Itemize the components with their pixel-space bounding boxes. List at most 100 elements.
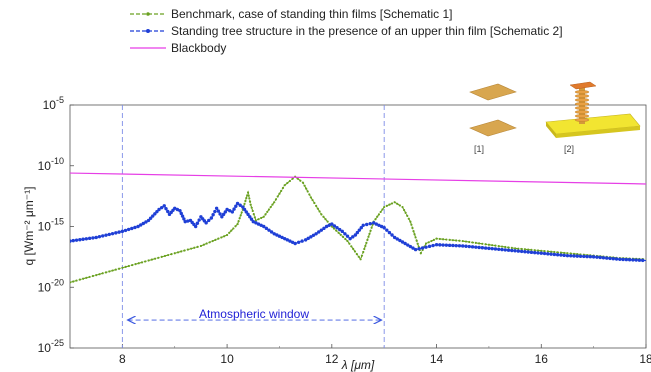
data-point-benchmark	[273, 201, 276, 204]
data-point-tree	[267, 228, 271, 232]
data-point-tree	[361, 223, 365, 227]
data-point-benchmark	[305, 187, 308, 190]
data-point-benchmark	[111, 269, 114, 272]
data-point-tree	[585, 254, 589, 259]
data-point-benchmark	[468, 240, 471, 244]
data-point-benchmark	[95, 274, 98, 277]
data-point-benchmark	[332, 227, 336, 230]
data-point-tree	[431, 243, 435, 248]
data-point-benchmark	[411, 226, 414, 230]
data-point-benchmark	[546, 250, 549, 253]
data-point-benchmark	[353, 250, 357, 253]
data-point-benchmark	[416, 242, 419, 245]
data-point-tree	[277, 234, 282, 238]
x-tick-label: 10	[220, 352, 234, 366]
data-point-tree	[285, 238, 290, 242]
data-point-benchmark	[402, 208, 406, 212]
data-point-benchmark	[72, 280, 75, 283]
data-point-tree	[513, 249, 517, 253]
data-point-benchmark	[412, 230, 415, 233]
data-point-tree	[441, 243, 445, 247]
data-point-benchmark	[246, 191, 250, 194]
data-point-tree	[403, 241, 407, 246]
data-point-benchmark	[124, 265, 127, 268]
data-point-benchmark	[461, 239, 464, 243]
data-point-benchmark	[474, 241, 477, 244]
legend-item-tree: Standing tree structure in the presence …	[130, 24, 563, 38]
data-point-benchmark	[364, 244, 367, 248]
data-point-tree	[385, 228, 389, 232]
data-point-benchmark	[409, 220, 412, 223]
data-point-benchmark	[238, 217, 241, 220]
data-point-tree	[153, 212, 157, 216]
y-tick-label: 10-5	[43, 95, 64, 112]
data-point-benchmark	[344, 237, 347, 241]
data-point-benchmark	[455, 239, 458, 242]
data-point-tree	[539, 251, 543, 255]
data-point-benchmark	[296, 177, 299, 180]
data-point-benchmark	[414, 236, 417, 239]
data-point-tree	[605, 256, 609, 260]
data-point-benchmark	[137, 262, 140, 265]
data-point-tree	[173, 206, 177, 210]
data-point-tree	[155, 209, 159, 214]
data-point-benchmark	[225, 233, 229, 237]
data-point-benchmark	[167, 253, 170, 257]
data-point-benchmark	[563, 251, 566, 255]
data-point-benchmark	[355, 253, 358, 256]
data-point-tree	[159, 205, 164, 210]
data-point-tree	[94, 235, 98, 240]
data-point-tree	[254, 221, 258, 225]
data-point-tree	[324, 224, 329, 229]
data-point-tree	[614, 257, 619, 261]
data-point-tree	[306, 236, 310, 241]
data-point-benchmark	[202, 243, 205, 246]
data-point-tree	[162, 204, 166, 208]
data-point-benchmark	[266, 210, 269, 214]
data-point-benchmark	[396, 202, 399, 205]
data-point-benchmark	[398, 204, 401, 207]
data-point-tree	[138, 223, 143, 227]
data-point-tree	[464, 244, 468, 248]
data-point-tree	[427, 244, 432, 249]
schematic-2-branch	[574, 118, 590, 122]
schematic-2-substrate-front	[556, 126, 640, 138]
data-point-benchmark	[556, 251, 559, 254]
data-point-tree	[398, 238, 402, 243]
data-point-benchmark	[379, 210, 382, 214]
data-point-tree	[272, 232, 276, 236]
data-point-tree	[123, 228, 128, 233]
data-point-tree	[195, 221, 200, 225]
data-point-tree	[631, 258, 635, 262]
data-point-tree	[536, 251, 540, 255]
data-point-benchmark	[315, 204, 318, 207]
data-point-tree	[175, 207, 180, 212]
data-point-benchmark	[366, 238, 369, 241]
schematic-2-branch	[574, 90, 590, 94]
data-point-benchmark	[385, 204, 388, 207]
data-point-benchmark	[114, 268, 117, 271]
schematic-1-image: [1]	[469, 83, 517, 154]
data-point-tree	[259, 223, 263, 227]
data-point-benchmark	[491, 244, 494, 247]
data-point-benchmark	[458, 239, 461, 242]
data-point-benchmark	[281, 186, 285, 190]
data-point-tree	[322, 226, 326, 231]
data-point-tree	[238, 203, 242, 207]
data-point-tree	[74, 238, 79, 242]
data-point-tree	[578, 254, 583, 258]
data-point-tree	[235, 201, 240, 206]
data-point-tree	[400, 240, 405, 244]
data-point-benchmark	[274, 198, 278, 201]
data-point-tree	[296, 240, 301, 244]
x-tick-label: 16	[535, 352, 549, 366]
data-point-tree	[555, 253, 560, 257]
data-point-benchmark	[299, 179, 302, 182]
data-point-benchmark	[262, 215, 265, 218]
data-point-benchmark	[88, 275, 91, 279]
data-point-tree	[70, 239, 72, 243]
x-tick-label: 18	[639, 352, 651, 366]
data-point-benchmark	[415, 239, 418, 242]
data-point-benchmark	[264, 213, 267, 216]
data-point-benchmark	[104, 271, 108, 274]
